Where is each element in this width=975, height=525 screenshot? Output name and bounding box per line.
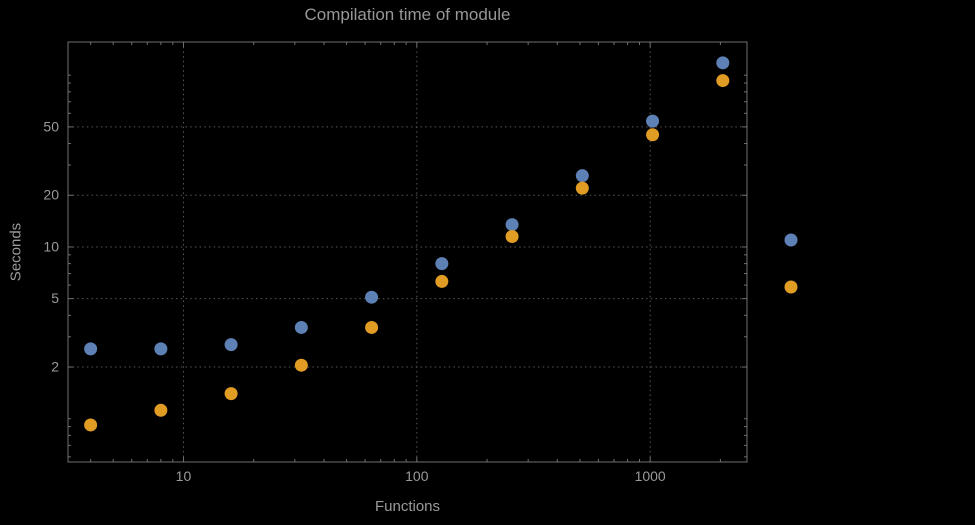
y-tick-label: 2 (51, 359, 59, 375)
y-tick-label: 5 (51, 290, 59, 306)
data-point-orange (505, 230, 519, 244)
data-point-orange (716, 74, 730, 88)
data-point-orange (294, 358, 308, 372)
legend-marker-0 (784, 233, 798, 247)
data-point-blue (716, 56, 730, 70)
x-tick-label: 1000 (635, 468, 666, 484)
data-point-orange (575, 181, 589, 195)
plot-frame (67, 41, 748, 463)
data-point-blue (84, 342, 98, 356)
data-point-orange (435, 274, 449, 288)
data-point-blue (575, 169, 589, 183)
data-point-orange (365, 320, 379, 334)
data-point-blue (154, 342, 168, 356)
x-tick-label: 100 (405, 468, 429, 484)
data-point-blue (365, 290, 379, 304)
data-point-blue (224, 338, 238, 352)
data-point-orange (84, 418, 98, 432)
y-axis-label: Seconds (7, 222, 25, 282)
y-tick-label: 10 (43, 238, 59, 254)
data-point-blue (646, 114, 660, 128)
data-point-orange (224, 387, 238, 401)
y-tick-label: 50 (43, 118, 59, 134)
y-tick-label: 20 (43, 187, 59, 203)
x-axis-label: Functions (374, 498, 441, 515)
x-tick-label: 10 (176, 468, 192, 484)
chart-title: Compilation time of module (304, 5, 511, 24)
data-point-blue (294, 320, 308, 334)
legend-marker-1 (784, 280, 798, 294)
data-point-blue (505, 218, 519, 232)
data-point-orange (646, 128, 660, 142)
data-point-orange (154, 403, 168, 417)
data-point-blue (435, 257, 449, 271)
